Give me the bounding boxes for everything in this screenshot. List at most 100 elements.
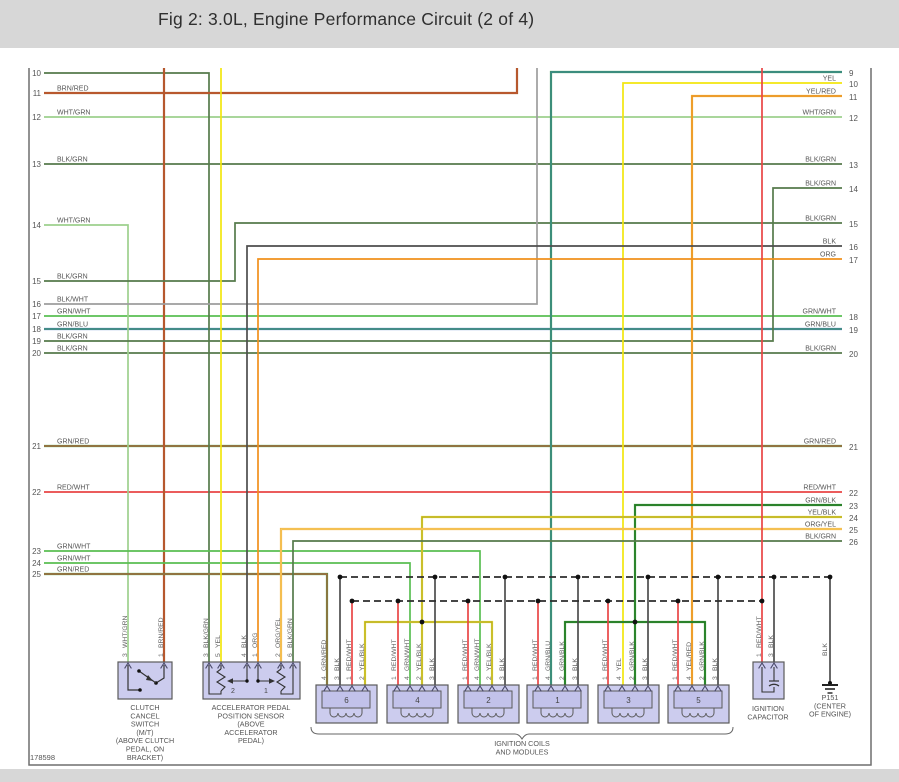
component-pin-wire-label: RED/WHT (391, 639, 398, 671)
junction-dot (349, 598, 355, 604)
component-pin-number: 2 (486, 676, 493, 680)
component-pin-wire-label: ORG (252, 633, 259, 648)
pin-number-right-17: 17 (849, 256, 858, 265)
pin-number-right-13: 13 (849, 161, 858, 170)
connector-arrow (243, 661, 251, 669)
junction-dot (632, 619, 638, 625)
junction-dot (419, 619, 425, 625)
coil-winding (400, 708, 434, 718)
clutch-cancel-switch-caption-line: (ABOVE CLUTCH (116, 736, 174, 745)
wiper-dot (245, 679, 249, 683)
component-pin-number: 1 (532, 676, 539, 680)
wire-label-right-16: BLK (823, 239, 837, 246)
connector-arrow (758, 661, 766, 669)
pin-number-right-15: 15 (849, 220, 858, 229)
junction-dot (605, 598, 611, 604)
wire-label-left-25: GRN/RED (57, 567, 89, 574)
pin-number-right-20: 20 (849, 350, 858, 359)
pin-number-right-12: 12 (849, 114, 858, 123)
connector-arrow (431, 684, 439, 692)
component-pin-number: 2 (559, 676, 566, 680)
component-pin-wire-label: GRN/RED (321, 640, 328, 671)
switch-blade-arrow (146, 675, 153, 681)
pin-number-right-22: 22 (849, 489, 858, 498)
pin-number-left-21: 21 (32, 442, 41, 451)
footer-code: 178598 (30, 753, 55, 762)
wire-label-right-11: YEL/RED (806, 89, 836, 96)
connector-arrow (714, 684, 722, 692)
ignition-capacitor-caption-line: IGNITION (752, 704, 784, 713)
wire-label-left-16: BLK/WHT (57, 297, 89, 304)
coil-cylinder-number: 4 (415, 696, 420, 705)
junction-dot (827, 574, 833, 580)
pin-number-left-10: 10 (32, 69, 41, 78)
component-pin-number: 3 (712, 676, 719, 680)
component-pin-number: 6 (287, 653, 294, 657)
connector-arrow (688, 684, 696, 692)
component-pin-wire-label: RED/WHT (532, 639, 539, 671)
component-pin-number: 4 (616, 676, 623, 680)
component-pin-number: 1 (158, 653, 165, 657)
junction-dot (432, 574, 438, 580)
ignition-coils-caption-line: IGNITION COILS (494, 739, 550, 748)
wire-label-right-25: ORG/YEL (805, 522, 836, 529)
pin-number-right-23: 23 (849, 502, 858, 511)
pot-bottom-lead (208, 665, 222, 695)
pot-number: 1 (264, 688, 268, 695)
wire-label-right-23: GRN/BLK (805, 498, 836, 505)
coil-inner-box (463, 690, 513, 709)
connector-arrow (393, 684, 401, 692)
component-pin-number: 2 (275, 653, 282, 657)
wire-stripe-yel-red (691, 95, 842, 685)
clutch-cancel-switch-caption-line: CLUTCH (130, 703, 159, 712)
component-pin-number: 5 (215, 653, 222, 657)
component-pin-number: 4 (474, 676, 481, 680)
pin-number-left-18: 18 (32, 325, 41, 334)
coil-winding (611, 708, 645, 718)
wire-stripe-brn-red (44, 68, 518, 94)
component-pin-wire-label: GRN/WHT (404, 639, 411, 671)
connector-arrow (160, 661, 168, 669)
pin-number-right-25: 25 (849, 526, 858, 535)
connector-arrow (604, 684, 612, 692)
connector-arrow (574, 684, 582, 692)
wire-org (257, 258, 842, 662)
wire-blk-grn (44, 222, 842, 282)
app-sensor-caption-line: ACCELERATOR PEDAL (212, 703, 291, 712)
component-pin-number: 1 (346, 676, 353, 680)
pin-number-left-17: 17 (32, 312, 41, 321)
wire-blk-grn (44, 72, 210, 662)
connector-arrow (488, 684, 496, 692)
component-pin-number: 1 (252, 653, 259, 657)
wire-label-right-26: BLK/GRN (805, 534, 836, 541)
component-pin-wire-label: BLK (712, 658, 719, 671)
clutch-cancel-switch-caption-line: SWITCH (131, 720, 159, 729)
junction-dot (465, 598, 471, 604)
diagram-border (28, 68, 872, 766)
ignition-capacitor-caption-line: CAPACITOR (747, 712, 788, 721)
component-pin-number: 4 (545, 676, 552, 680)
pot-number: 2 (231, 688, 235, 695)
pin-number-right-18: 18 (849, 313, 858, 322)
ground-p151-caption-line: OF ENGINE) (809, 710, 851, 719)
pin-number-left-15: 15 (32, 277, 41, 286)
wiper-arrow-right (269, 678, 275, 684)
pot-bottom-lead (280, 665, 294, 695)
figure-title: Fig 2: 3.0L, Engine Performance Circuit … (158, 9, 535, 29)
component-pin-wire-label: GRN/BLK (699, 641, 706, 671)
switch-contact-dot (138, 688, 142, 692)
ground-p151-caption-line: (CENTER (814, 701, 846, 710)
pin-number-left-19: 19 (32, 337, 41, 346)
connector-arrow (501, 684, 509, 692)
component-pin-wire-label: BLK (429, 658, 436, 671)
connector-arrow (701, 684, 709, 692)
wire-label-left-17: GRN/WHT (57, 309, 91, 316)
wire-label-right-22: RED/WHT (803, 485, 836, 492)
component-pin-wire-label: BLK (572, 658, 579, 671)
connector-arrow (547, 684, 555, 692)
wire-label-right-10: YEL (823, 76, 836, 83)
coil-cylinder-number: 3 (626, 696, 631, 705)
connector-arrow (336, 684, 344, 692)
coil-winding (681, 708, 715, 718)
wire-label-right-15: BLK/GRN (805, 216, 836, 223)
